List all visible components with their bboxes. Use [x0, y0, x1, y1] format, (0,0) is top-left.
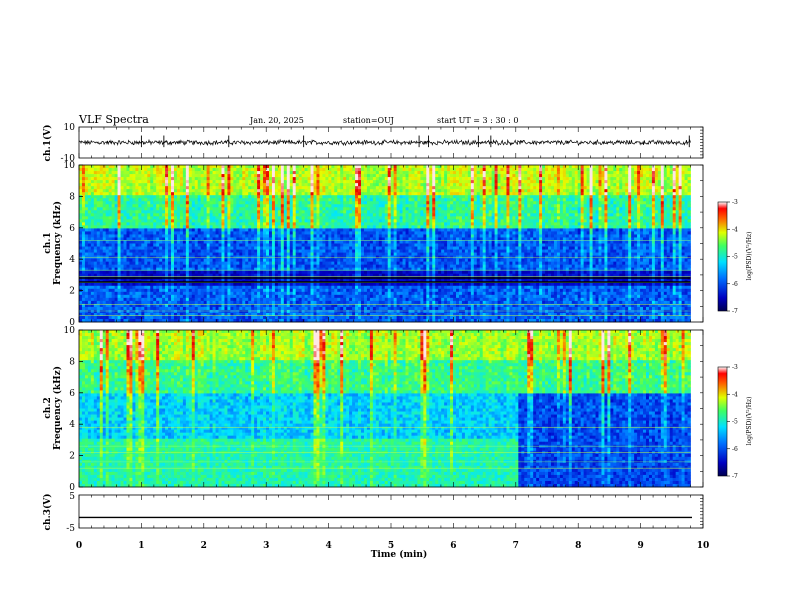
- xtick-10: 10: [697, 541, 710, 551]
- spec2-ytick-6: 6: [69, 389, 75, 399]
- ch3-ytick-bottom: -5: [66, 524, 75, 534]
- start-time-label: start UT = 3 : 30 : 0: [437, 116, 518, 125]
- cb2-ticks--4: -4: [732, 391, 738, 398]
- spec1-ytick-4: 4: [69, 255, 75, 265]
- ch2-spectrogram-yticks: 0 2 4 6 8 10: [64, 326, 83, 493]
- ch1-spectrogram-ylabel-channel: ch.1: [43, 232, 53, 253]
- ch1-waveform-trace: [78, 138, 691, 147]
- cb1-ticks--7: -7: [732, 308, 738, 315]
- cb1-ticks--4: -4: [732, 226, 738, 233]
- cb1-ticks--3: -3: [732, 199, 738, 206]
- spec2-ytick-10: 10: [64, 326, 76, 336]
- ch1-colorbar-label: log(PSD)(V²/Hz): [746, 232, 753, 281]
- ch2-colorbar-ticks: -3 -4 -5 -6 -7: [727, 364, 738, 480]
- ch1-colorbar: [717, 201, 728, 312]
- ch1-waveform-spikes: [140, 135, 690, 148]
- ch2-colorbar-label: log(PSD)(V²/Hz): [746, 397, 753, 446]
- cb1-ticks--5: -5: [732, 254, 738, 261]
- cb2-ticks--3: -3: [732, 364, 738, 371]
- xtick-0: 0: [76, 541, 82, 551]
- spec2-ytick-2: 2: [69, 452, 75, 462]
- ch1-ytick-top: 10: [64, 123, 76, 133]
- station-label: station=OUJ: [343, 116, 394, 125]
- ch1-ytick-bottom: -10: [61, 154, 76, 164]
- xtick-2: 2: [201, 541, 207, 551]
- xtick-9: 9: [637, 541, 643, 551]
- spec1-ytick-10: 10: [64, 161, 76, 171]
- xtick-4: 4: [325, 541, 331, 551]
- figure-title: VLF Spectra: [78, 113, 149, 126]
- ch3-waveform-ylabel: ch.3(V): [42, 494, 53, 531]
- ch1-spectrogram-heatmap: [79, 165, 691, 323]
- ch1-waveform-ylabel: ch.1(V): [42, 125, 53, 162]
- ch1-spectrogram-yticks: 0 2 4 6 8 10: [64, 161, 83, 328]
- spec1-ytick-2: 2: [69, 287, 75, 297]
- cb2-ticks--5: -5: [732, 419, 738, 426]
- cb1-ticks--6: -6: [732, 281, 738, 288]
- spec2-ytick-8: 8: [69, 357, 75, 367]
- spec2-ytick-0: 0: [69, 483, 75, 493]
- xtick-3: 3: [263, 541, 269, 551]
- ch2-spectrogram-ylabel-channel: ch.2: [43, 397, 53, 418]
- ch1-colorbar-ticks: -3 -4 -5 -6 -7: [727, 199, 738, 315]
- xtick-7: 7: [513, 541, 519, 551]
- ch2-colorbar: [717, 366, 728, 477]
- xtick-5: 5: [388, 541, 394, 551]
- spec1-ytick-6: 6: [69, 224, 75, 234]
- cb2-ticks--6: -6: [732, 446, 738, 453]
- cb2-ticks--7: -7: [732, 473, 738, 480]
- ch2-spectrogram-ylabel-frequency: Frequency (kHz): [52, 366, 63, 450]
- spec1-ytick-8: 8: [69, 192, 75, 202]
- ch3-waveform-panel: 5 -5 ch.3(V) 0 1 2 3 4 5 6 7 8 9 10 Time (min): [42, 492, 709, 560]
- ch3-ytick-top: 5: [69, 492, 75, 502]
- frame-minor-ticks: [78, 126, 704, 529]
- xtick-1: 1: [138, 541, 144, 551]
- xtick-8: 8: [575, 541, 581, 551]
- time-axis-ticks: 0 1 2 3 4 5 6 7 8 9 10: [76, 541, 709, 551]
- time-axis-label: Time (min): [371, 549, 428, 560]
- spec1-ytick-0: 0: [69, 318, 75, 328]
- ch2-spectrogram-heatmap: [79, 330, 691, 488]
- spec2-ytick-4: 4: [69, 420, 75, 430]
- ch1-spectrogram-ylabel-frequency: Frequency (kHz): [52, 201, 63, 285]
- xtick-6: 6: [450, 541, 456, 551]
- date-label: Jan. 20, 2025: [249, 116, 304, 125]
